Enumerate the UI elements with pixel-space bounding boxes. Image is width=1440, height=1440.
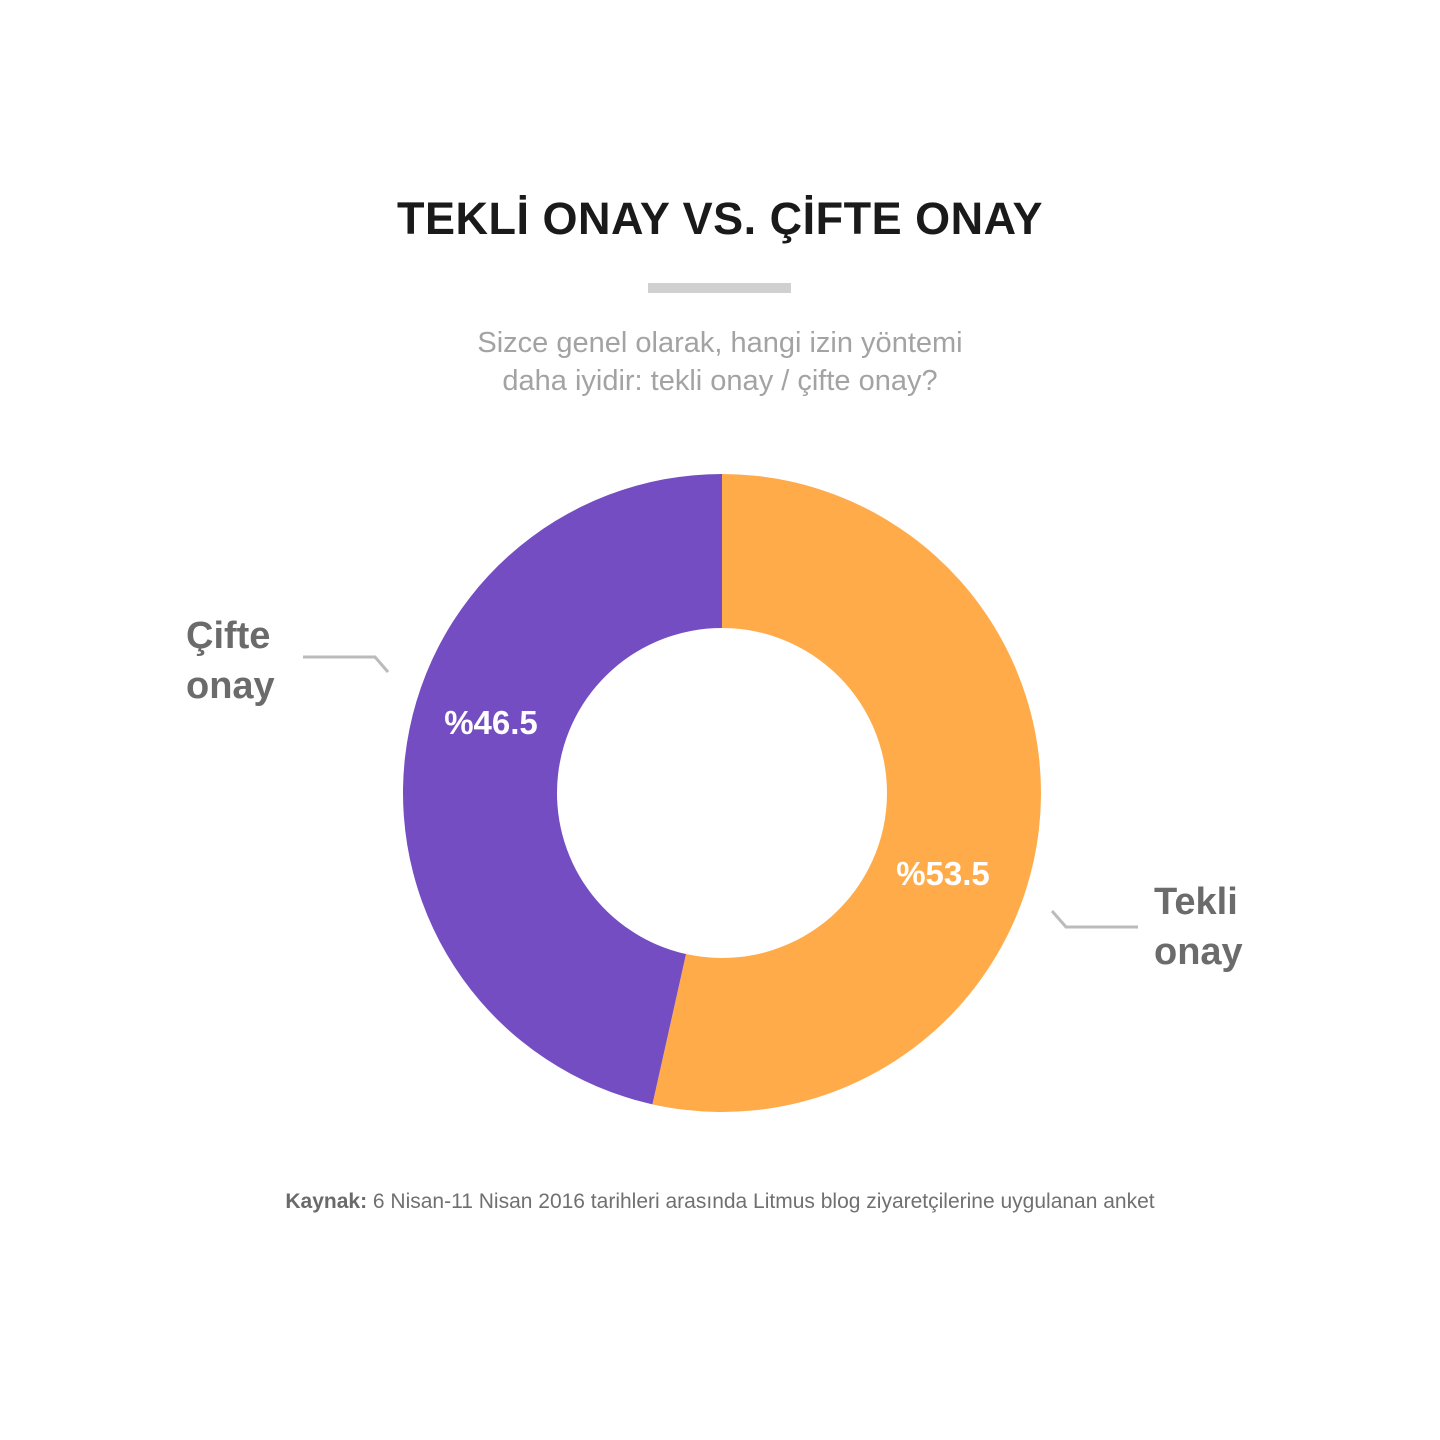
title-underline <box>648 283 791 293</box>
subtitle-line: Sizce genel olarak, hangi izin yöntemi <box>477 327 963 359</box>
source-label: Kaynak: <box>285 1190 368 1213</box>
chart-title: TEKLİ ONAY VS. ÇİFTE ONAY <box>397 193 1043 244</box>
leader-line-cifte <box>303 655 390 673</box>
donut-slice-cifte[interactable] <box>402 474 722 1105</box>
source-note: Kaynak: 6 Nisan-11 Nisan 2016 tarihleri … <box>0 1190 1440 1214</box>
leader-line-tekli <box>1050 910 1138 929</box>
slice-value-label-tekli: %53.5 <box>896 855 990 892</box>
donut-slice-tekli[interactable] <box>652 474 1041 1112</box>
slice-value-label-cifte: %46.5 <box>444 704 538 741</box>
category-label-line: Tekli <box>1154 881 1238 923</box>
category-label-line: onay <box>186 665 275 707</box>
category-label-cifte: Çifte onay <box>186 611 275 711</box>
chart-subtitle: Sizce genel olarak, hangi izin yöntemi d… <box>0 324 1440 400</box>
category-label-line: onay <box>1154 931 1243 973</box>
category-label-tekli: Tekli onay <box>1154 877 1243 977</box>
source-text: 6 Nisan-11 Nisan 2016 tarihleri arasında… <box>372 1190 1155 1213</box>
category-label-line: Çifte <box>186 615 271 657</box>
subtitle-line: daha iyidir: tekli onay / çifte onay? <box>502 365 938 397</box>
